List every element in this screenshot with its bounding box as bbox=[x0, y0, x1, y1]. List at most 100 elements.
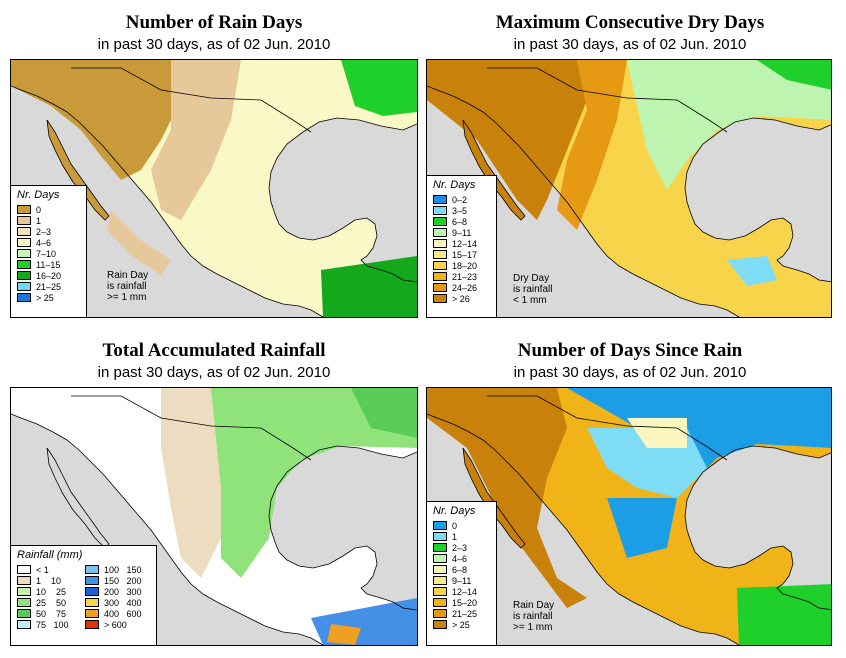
map-region bbox=[427, 388, 587, 608]
legend-item: 21–25 bbox=[433, 608, 496, 619]
legend-label: 18–20 bbox=[452, 260, 478, 271]
legend-title: Nr. Days bbox=[433, 505, 476, 517]
map-region bbox=[627, 60, 831, 190]
map-region bbox=[321, 256, 417, 317]
panel-subtitle: in past 30 days, as of 02 Jun. 2010 bbox=[97, 36, 331, 53]
legend-label: 4–6 bbox=[452, 553, 468, 564]
note-line: is rainfall bbox=[513, 284, 553, 295]
legend-item: 0 bbox=[433, 520, 496, 531]
legend-swatch bbox=[85, 587, 99, 596]
legend-swatch bbox=[433, 195, 447, 204]
legend-swatch bbox=[17, 260, 31, 269]
legend-label: 1 10 bbox=[36, 575, 62, 586]
legend-label: 9–11 bbox=[452, 227, 472, 238]
legend-label: 1 bbox=[452, 531, 458, 542]
legend-item: 21–25 bbox=[17, 281, 86, 292]
legend-swatch bbox=[433, 294, 447, 303]
legend-swatch bbox=[17, 227, 31, 236]
legend-swatch bbox=[85, 565, 99, 574]
legend-swatch bbox=[433, 565, 447, 574]
legend-item: 7–10 bbox=[17, 248, 86, 259]
legend-item: 2–3 bbox=[433, 542, 496, 553]
legend-label: 300 400 bbox=[104, 597, 142, 608]
legend-title: Rainfall (mm) bbox=[17, 549, 83, 561]
legend-label: > 600 bbox=[104, 619, 127, 630]
map-region bbox=[351, 388, 417, 438]
legend-swatch bbox=[85, 576, 99, 585]
legend-swatch bbox=[17, 282, 31, 291]
legend-swatch bbox=[433, 620, 447, 629]
note-line: is rainfall bbox=[107, 281, 147, 292]
legend-item: 150 200 bbox=[85, 575, 153, 586]
note-line: < 1 mm bbox=[513, 295, 547, 306]
map-region bbox=[557, 60, 627, 230]
map-dry-days: Nr. Days 0–2 3–5 6–8 9–11 12–14 15–17 18–20 21–… bbox=[426, 59, 832, 318]
legend-label: 21–25 bbox=[452, 608, 478, 619]
overlay-regions bbox=[427, 388, 831, 645]
panel-title: Number of Rain Days bbox=[125, 12, 303, 33]
legend-swatch bbox=[433, 521, 447, 530]
legend-swatch bbox=[17, 205, 31, 214]
map-region bbox=[627, 418, 687, 448]
legend-item: 4–6 bbox=[433, 553, 496, 564]
map-days-since-rain: Nr. Days 0 1 2–3 4–6 6–8 9–11 12–14 15–20 21–25 >… bbox=[426, 387, 832, 646]
legend-label: 200 300 bbox=[104, 586, 142, 597]
legend-item: 10 25 bbox=[17, 586, 85, 597]
legend-item: 6–8 bbox=[433, 216, 496, 227]
legend-item: 200 300 bbox=[85, 586, 153, 597]
legend-label: 7–10 bbox=[36, 248, 57, 259]
legend-item: > 25 bbox=[17, 292, 86, 303]
legend-label: 400 600 bbox=[104, 608, 142, 619]
legend-label: 25 50 bbox=[36, 597, 67, 608]
legend-label: 12–14 bbox=[452, 586, 478, 597]
overlay-regions bbox=[11, 388, 417, 645]
legend-label: 16–20 bbox=[36, 270, 62, 281]
legend-swatch bbox=[433, 554, 447, 563]
legend-swatch bbox=[433, 598, 447, 607]
legend-label: > 25 bbox=[452, 619, 470, 630]
legend-swatch bbox=[433, 576, 447, 585]
map-rain-days: Nr. Days 0 1 2–3 4–6 7–10 11–15 16–20 21–25 > 25… bbox=[10, 59, 418, 318]
legend-item: 4–6 bbox=[17, 237, 86, 248]
legend-item: 15–20 bbox=[433, 597, 496, 608]
legend-label: 150 200 bbox=[104, 575, 142, 586]
rain-day-note: Rain Day is rainfall >= 1 mm bbox=[107, 270, 148, 303]
legend: Nr. Days 0–2 3–5 6–8 9–11 12–14 15–17 18–20 21–… bbox=[427, 175, 497, 317]
rain-day-note: Rain Day is rainfall >= 1 mm bbox=[513, 600, 554, 633]
legend-label: 6–8 bbox=[452, 216, 468, 227]
overlay-regions bbox=[11, 60, 417, 317]
legend-item: 25 50 bbox=[17, 597, 85, 608]
coastline bbox=[11, 67, 417, 317]
legend-item: > 25 bbox=[433, 619, 496, 630]
map-region bbox=[427, 60, 587, 220]
legend-item: 75 100 bbox=[17, 619, 85, 630]
legend-rows: 0 1 2–3 4–6 6–8 9–11 12–14 15–20 21–25 > 25 bbox=[433, 520, 496, 630]
legend-item: 2–3 bbox=[17, 226, 86, 237]
legend-swatch bbox=[85, 598, 99, 607]
legend-item: 400 600 bbox=[85, 608, 153, 619]
overlay-regions bbox=[427, 60, 831, 317]
map-region bbox=[211, 388, 417, 578]
legend-swatch bbox=[17, 587, 31, 596]
legend-item: 15–17 bbox=[433, 249, 496, 260]
legend-label: 2–3 bbox=[36, 226, 52, 237]
panel-subtitle: in past 30 days, as of 02 Jun. 2010 bbox=[513, 36, 747, 53]
legend-item: 11–15 bbox=[17, 259, 86, 270]
legend-title: Nr. Days bbox=[433, 179, 476, 191]
note-line: >= 1 mm bbox=[107, 292, 147, 303]
legend-label: 0 bbox=[36, 204, 42, 215]
legend-swatch bbox=[17, 620, 31, 629]
legend-item: 18–20 bbox=[433, 260, 496, 271]
panel-title: Maximum Consecutive Dry Days bbox=[495, 12, 765, 33]
legend-swatch bbox=[17, 565, 31, 574]
legend-label: 9–11 bbox=[452, 575, 472, 586]
legend-swatch bbox=[85, 620, 99, 629]
legend-label: 21–25 bbox=[36, 281, 62, 292]
legend-swatch bbox=[433, 283, 447, 292]
map-region bbox=[327, 624, 361, 645]
legend-item: 12–14 bbox=[433, 586, 496, 597]
legend-swatch bbox=[433, 217, 447, 226]
legend-swatch bbox=[433, 228, 447, 237]
